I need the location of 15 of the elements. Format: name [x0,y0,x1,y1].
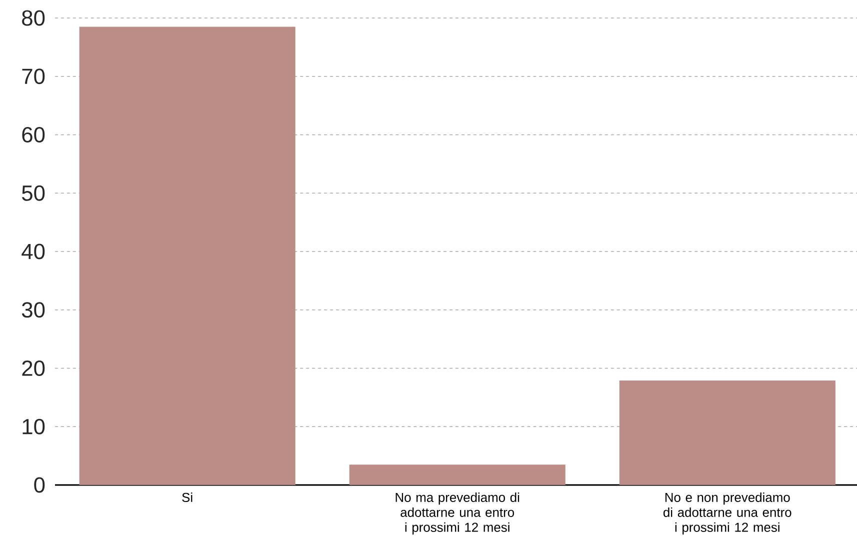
y-tick-label: 80 [22,10,45,26]
bar [79,26,296,485]
x-tick-label: Si [182,492,192,502]
y-tick-label: 50 [22,185,45,201]
y-tick-label: 0 [34,477,45,493]
y-tick-label: 70 [22,68,45,84]
y-tick-label: 60 [22,126,45,143]
y-tick-label: 20 [22,360,45,376]
y-tick-label: 30 [22,302,45,318]
bar [619,380,836,485]
y-tick-label: 10 [22,418,45,434]
y-tick-label: 40 [22,244,45,260]
x-tick-label: No e non prevediamo di adottarne una entro i prossimi 12 mesi [663,492,792,534]
x-tick-label: No ma prevediamo di adottarne una entro i prossimi 12 mesi [396,492,520,534]
bar [349,464,566,485]
